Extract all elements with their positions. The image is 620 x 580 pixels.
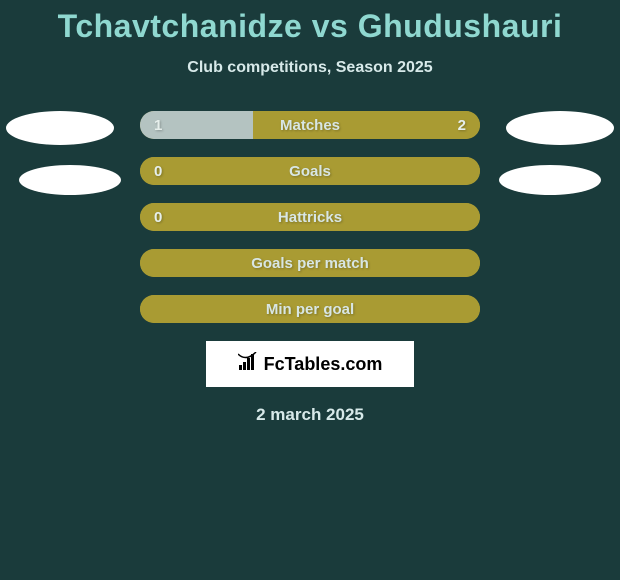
- date-text: 2 march 2025: [0, 405, 620, 425]
- comparison-bars: Matches12Goals0Hattricks0Goals per match…: [140, 111, 480, 323]
- comparison-card: Tchavtchanidze vs Ghudushauri Club compe…: [0, 0, 620, 580]
- bar-label: Goals per match: [140, 249, 480, 277]
- page-title: Tchavtchanidze vs Ghudushauri: [0, 0, 620, 45]
- branding-badge: FcTables.com: [206, 341, 414, 387]
- player-left-avatar: [19, 165, 121, 195]
- subtitle: Club competitions, Season 2025: [0, 59, 620, 77]
- content-area: Matches12Goals0Hattricks0Goals per match…: [0, 111, 620, 425]
- branding-text: FcTables.com: [264, 354, 383, 375]
- stat-bar: Min per goal: [140, 295, 480, 323]
- player-right-avatar: [499, 165, 601, 195]
- bar-value-right: 2: [458, 111, 466, 139]
- bar-value-left: 0: [154, 203, 162, 231]
- bar-value-left: 0: [154, 157, 162, 185]
- bar-chart-icon: [238, 352, 260, 377]
- player-right-avatar-shadow: [506, 111, 614, 145]
- bar-label: Goals: [140, 157, 480, 185]
- player-left-avatar-shadow: [6, 111, 114, 145]
- stat-bar: Goals0: [140, 157, 480, 185]
- stat-bar: Goals per match: [140, 249, 480, 277]
- bar-value-left: 1: [154, 111, 162, 139]
- bar-label: Min per goal: [140, 295, 480, 323]
- stat-bar: Hattricks0: [140, 203, 480, 231]
- stat-bar: Matches1 2: [140, 111, 480, 139]
- bar-label: Matches: [140, 111, 480, 139]
- bar-label: Hattricks: [140, 203, 480, 231]
